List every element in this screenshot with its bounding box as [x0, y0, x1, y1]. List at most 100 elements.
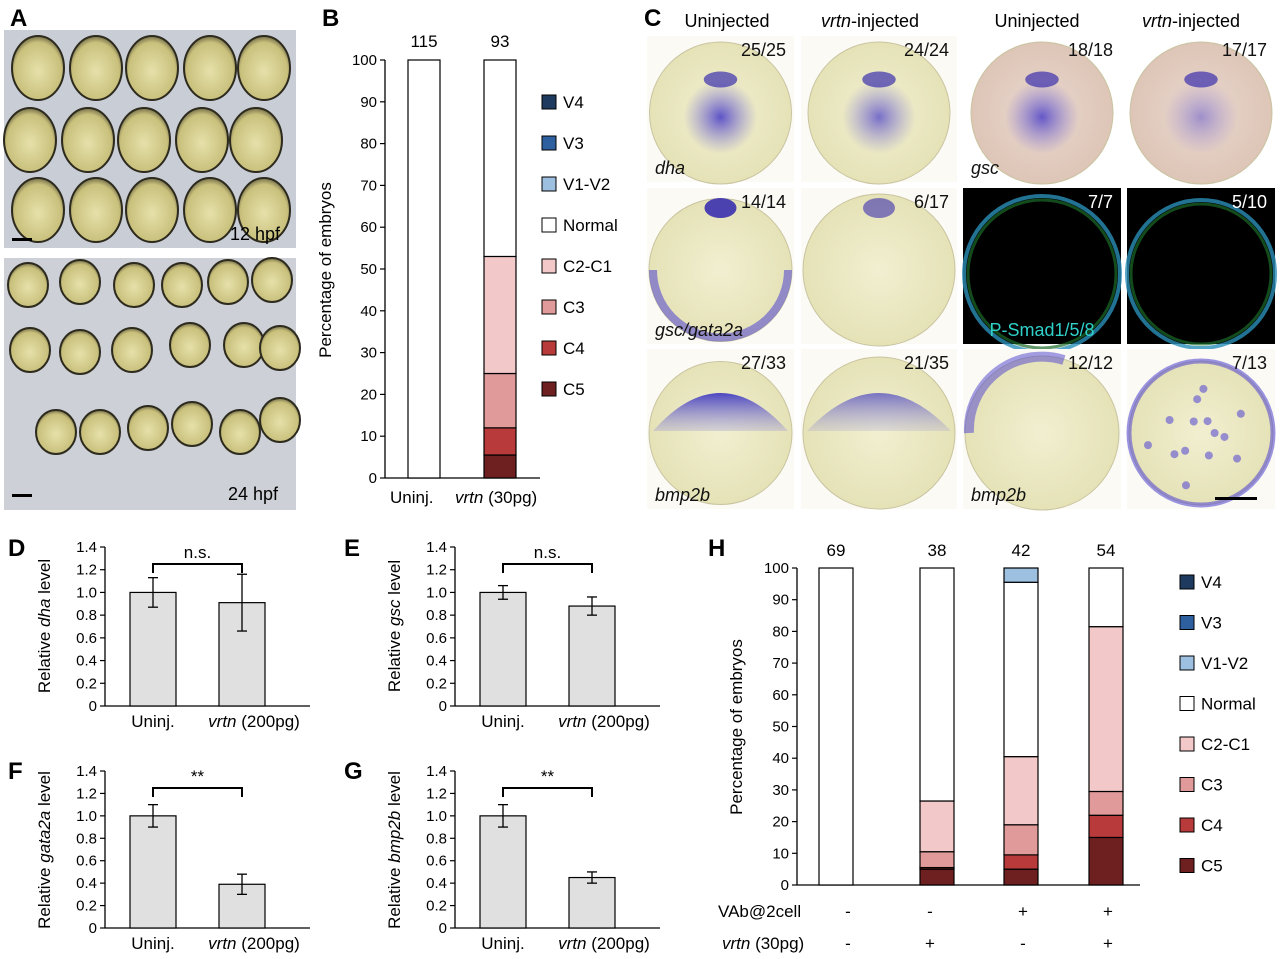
bar-segment-c3	[919, 851, 955, 869]
image-cell-c: 25/25 dha	[647, 36, 794, 185]
embryo-12hpf	[69, 35, 123, 101]
expression-dot	[1210, 429, 1219, 437]
legend-label-v4: V4	[563, 93, 584, 112]
embryo-24hpf	[259, 397, 301, 443]
bar-segment-c5	[1088, 836, 1124, 886]
expression-domain	[1005, 80, 1079, 154]
fluorescence-ring-inner	[966, 198, 1118, 350]
bar-segment-c3	[1088, 790, 1124, 816]
y-tick-label-d: 0	[89, 698, 97, 715]
y-axis-title-e: Relative gsc level	[385, 560, 404, 692]
bar-segment-c3	[1003, 824, 1039, 856]
embryo-24hpf	[207, 259, 249, 305]
x-label-uninj: Uninj.	[481, 934, 524, 953]
panel-g: G Relative bmp2b level 0 0.2 0.4 0.6 0.8 1.0 1.2…	[344, 758, 660, 953]
embryo-24hpf	[161, 262, 203, 308]
y-tick-label-h: 70	[772, 655, 789, 672]
legend-label-c3: C3	[563, 298, 585, 317]
legend-label-c3: C3	[1201, 776, 1223, 795]
legend-swatch-v3	[541, 135, 557, 151]
ratio-label: 21/35	[904, 353, 949, 373]
expression-dot	[1220, 432, 1229, 441]
panel-b: B Percentage of embryos 0 10 20 30 40 50 60 70 8…	[316, 5, 618, 507]
y-tick-label-f: 0	[89, 920, 97, 937]
gene-label: bmp2b	[655, 485, 710, 505]
legend-swatch-c5	[541, 381, 557, 397]
panel-letter-a: A	[10, 5, 27, 32]
fluorescence-ring	[1125, 198, 1277, 350]
embryo-24hpf	[171, 401, 213, 447]
ratio-label: 17/17	[1222, 40, 1267, 60]
stage-label-12hpf: 12 hpf	[230, 224, 281, 244]
ratio-label: 24/24	[904, 40, 949, 60]
bar-segment-normal	[483, 59, 517, 258]
expression-cap	[807, 393, 951, 431]
embryo-24hpf	[79, 409, 121, 455]
vab-value: +	[1103, 902, 1113, 921]
panel-c: C Uninjected vrtn-injected Uninjected vrtn-…	[644, 5, 1277, 511]
y-tick-label-e: 0.8	[426, 607, 447, 624]
y-tick-label-b: 0	[369, 470, 377, 487]
legend-swatch-c4	[1179, 817, 1195, 833]
image-cell-c: 14/14 gsc/gata2a	[647, 188, 794, 344]
stage-label-24hpf: 24 hpf	[228, 484, 279, 504]
y-tick-label-f: 0.6	[76, 853, 97, 870]
y-tick-label-b: 60	[360, 219, 377, 236]
image-cell-c: 21/35	[801, 349, 957, 510]
embryo-12hpf	[183, 177, 237, 243]
count-label-h: 42	[1012, 541, 1031, 560]
embryo-24hpf	[127, 405, 169, 451]
ratio-label: 25/25	[741, 40, 786, 60]
expression-dot	[1170, 450, 1179, 459]
y-tick-label-b: 20	[360, 386, 377, 403]
x-label-vrtn: vrtn (200pg)	[558, 712, 650, 731]
expression-ring	[1126, 358, 1276, 508]
embryo-12hpf	[237, 35, 291, 101]
count-label-b: 115	[410, 32, 437, 51]
y-tick-label-d: 1.2	[76, 562, 97, 579]
legend-b: V4 V3 V1-V2 Normal C2-C1 C3 C4 C5	[541, 93, 618, 399]
y-tick-label-d: 1.4	[76, 539, 97, 556]
scale-bar-12hpf	[12, 238, 32, 241]
panel-d: D Relative dha level 0 0.2 0.4 0.6 0.8 1.0 1.2 1.…	[8, 535, 310, 731]
expression-spot	[703, 71, 738, 88]
panel-letter-e: E	[344, 535, 360, 562]
count-label-h: 69	[827, 541, 846, 560]
embryo-12hpf	[175, 107, 229, 173]
vrtn-value: -	[845, 934, 851, 953]
column-header-c: Uninjected	[684, 11, 769, 31]
vrtn-value: +	[1103, 934, 1113, 953]
legend-label-v4: V4	[1201, 573, 1222, 592]
y-tick-label-f: 0.4	[76, 875, 97, 892]
expression-dot	[1204, 451, 1213, 460]
embryo-24hpf	[59, 329, 101, 375]
significance-bracket	[152, 563, 243, 573]
bar-e	[568, 605, 616, 707]
row-label-vrtn: vrtn (30pg)	[722, 934, 804, 953]
legend-swatch-v3	[1179, 615, 1195, 630]
embryo-24hpf	[59, 259, 101, 305]
significance-bracket	[152, 787, 243, 797]
y-tick-label-f: 0.2	[76, 898, 97, 915]
vab-value: +	[1018, 902, 1028, 921]
bar-segment-normal	[407, 59, 441, 479]
count-label-h: 54	[1097, 541, 1116, 560]
embryo-12hpf	[237, 177, 291, 243]
panel-e: E Relative gsc level 0 0.2 0.4 0.6 0.8 1.0 1.2 1.…	[344, 535, 660, 731]
embryo-12hpf	[117, 107, 171, 173]
y-tick-label-h: 90	[772, 592, 789, 609]
y-tick-label-g: 0	[439, 920, 447, 937]
expression-domain	[1164, 80, 1238, 154]
image-cell-c: 17/17	[1127, 36, 1275, 185]
y-tick-label-h: 10	[772, 845, 789, 862]
y-tick-label-g: 0.6	[426, 853, 447, 870]
y-tick-label-h: 0	[781, 877, 789, 894]
expression-domain	[842, 80, 916, 154]
vab-value: -	[845, 902, 851, 921]
bar-segment-c2-c1	[1003, 756, 1039, 826]
y-tick-label-f: 1.0	[76, 808, 97, 825]
legend-label-c2-c1: C2-C1	[1201, 735, 1250, 754]
condition-table-h: - - + + - + - +	[845, 902, 1113, 953]
bar-segment-c3	[483, 372, 517, 429]
legend-swatch-c4	[541, 340, 557, 356]
